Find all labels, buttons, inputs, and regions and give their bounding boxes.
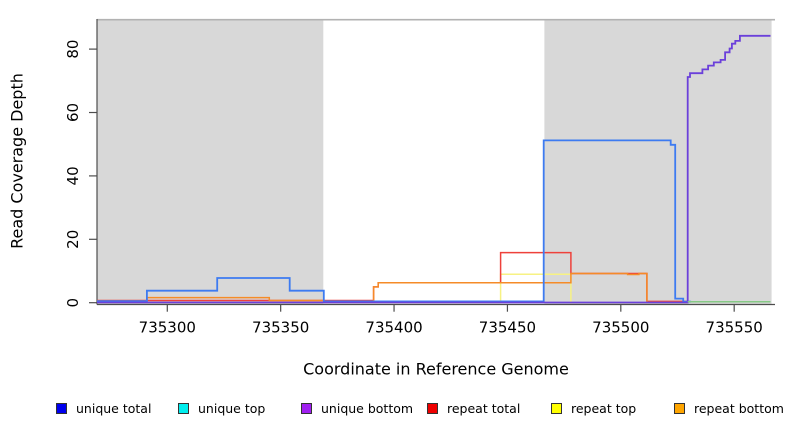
x-tick-label: 735300: [139, 319, 196, 337]
legend-swatch-unique-bottom: [301, 403, 312, 414]
legend-swatch-repeat-total: [427, 403, 438, 414]
legend-item-unique-total: unique total: [56, 401, 151, 416]
y-tick-label: 0: [64, 298, 82, 308]
legend-swatch-unique-total: [56, 403, 67, 414]
series-unique-bottom: [97, 34, 771, 304]
legend-item-repeat-top: repeat top: [551, 401, 636, 416]
legend-label: unique top: [198, 401, 266, 416]
legend-label: repeat bottom: [694, 401, 784, 416]
legend-label: unique bottom: [321, 401, 414, 416]
x-tick-label: 735500: [592, 319, 649, 337]
series-unique-total: [97, 139, 692, 303]
legend-swatch-unique-top: [178, 403, 189, 414]
y-tick-label: 60: [64, 103, 82, 122]
y-tick-label: 80: [64, 40, 82, 59]
x-tick-label: 735350: [252, 319, 309, 337]
x-axis-label: Coordinate in Reference Genome: [303, 359, 569, 379]
legend-label: repeat total: [447, 401, 521, 416]
legend-label: unique total: [76, 401, 152, 416]
legend-item-unique-bottom: unique bottom: [301, 401, 413, 416]
legend-item-repeat-total: repeat total: [427, 401, 520, 416]
x-tick-label: 735400: [365, 319, 422, 337]
shaded-region: [544, 19, 772, 305]
legend: unique total unique top unique bottom re…: [0, 398, 792, 422]
legend-item-unique-top: unique top: [178, 401, 265, 416]
y-tick-label: 20: [64, 230, 82, 249]
legend-swatch-repeat-bottom: [674, 403, 685, 414]
legend-item-repeat-bottom: repeat bottom: [674, 401, 784, 416]
y-tick-label: 40: [64, 166, 82, 185]
legend-swatch-repeat-top: [551, 403, 562, 414]
y-axis-label: Read Coverage Depth: [7, 73, 27, 249]
shaded-region: [97, 19, 324, 305]
legend-label: repeat top: [571, 401, 637, 416]
x-tick-label: 735550: [706, 319, 763, 337]
x-tick-label: 735450: [479, 319, 536, 337]
series-repeat-bottom: [97, 272, 688, 303]
